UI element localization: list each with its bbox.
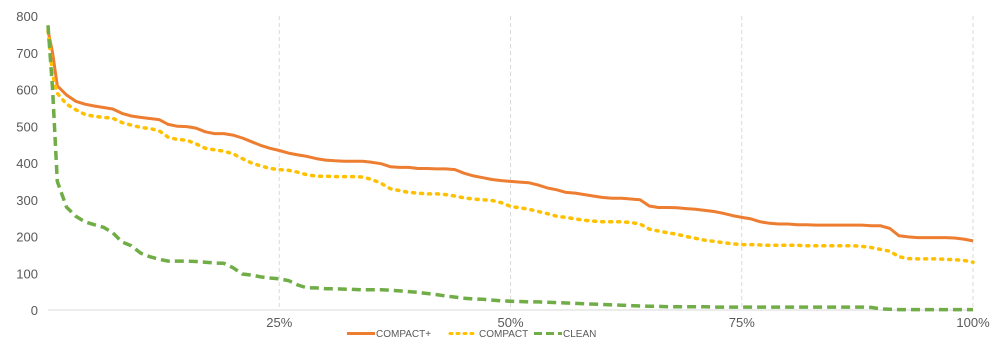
y-tick-label: 400 <box>16 156 38 171</box>
y-tick-label: 300 <box>16 193 38 208</box>
y-tick-label: 200 <box>16 230 38 245</box>
y-tick-label: 700 <box>16 46 38 61</box>
y-axis: 0 100 200 300 400 500 600 700 800 <box>16 9 38 318</box>
legend: COMPACT+ COMPACT CLEAN <box>347 329 596 340</box>
legend-label-compact: COMPACT <box>479 329 528 340</box>
series-line-compact <box>46 28 975 264</box>
x-axis: 25% 50% 75% 100% <box>266 315 990 330</box>
legend-label-compact-: COMPACT+ <box>376 329 431 340</box>
y-tick-label: 0 <box>31 303 38 318</box>
series-lines <box>46 25 975 312</box>
x-tick-label: 50% <box>497 315 523 330</box>
series-line-compact- <box>46 30 974 243</box>
y-tick-label: 600 <box>16 83 38 98</box>
x-tick-label: 100% <box>956 315 990 330</box>
y-tick-label: 100 <box>16 266 38 281</box>
y-tick-label: 500 <box>16 119 38 134</box>
x-tick-label: 25% <box>266 315 292 330</box>
series-line-clean <box>46 25 973 312</box>
x-tick-label: 75% <box>729 315 755 330</box>
legend-label-clean: CLEAN <box>563 329 596 340</box>
y-tick-label: 800 <box>16 9 38 24</box>
